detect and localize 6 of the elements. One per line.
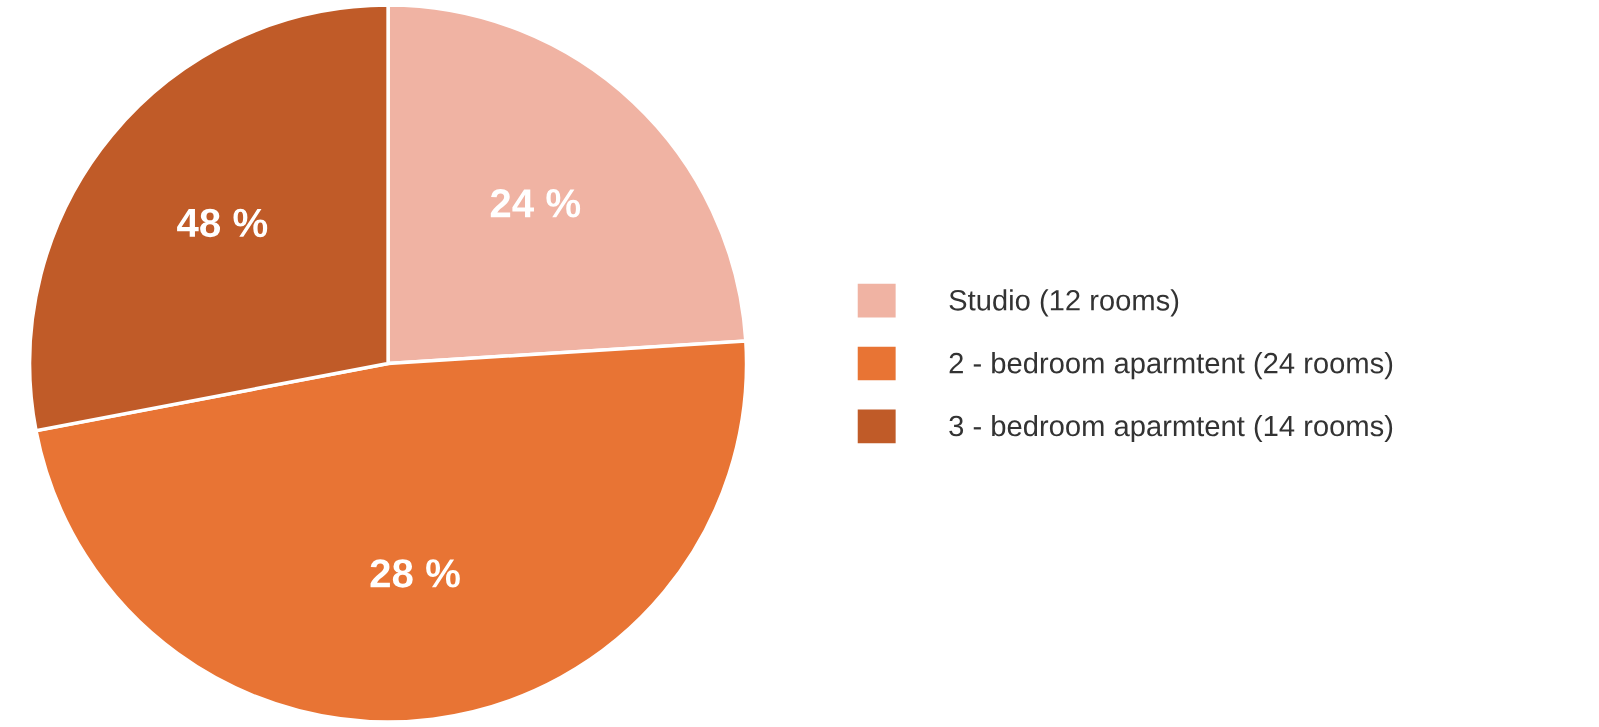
legend-label: 2 - bedroom aparmtent (24 rooms): [949, 352, 1393, 380]
text: 48 %: [177, 208, 268, 238]
legend-label: Studio (12 rooms): [949, 289, 1179, 317]
text: 24 %: [490, 189, 581, 218]
text: 28 %: [370, 559, 460, 588]
legend-label: 3 - bedroom aparmtent (14 rooms): [949, 414, 1393, 443]
